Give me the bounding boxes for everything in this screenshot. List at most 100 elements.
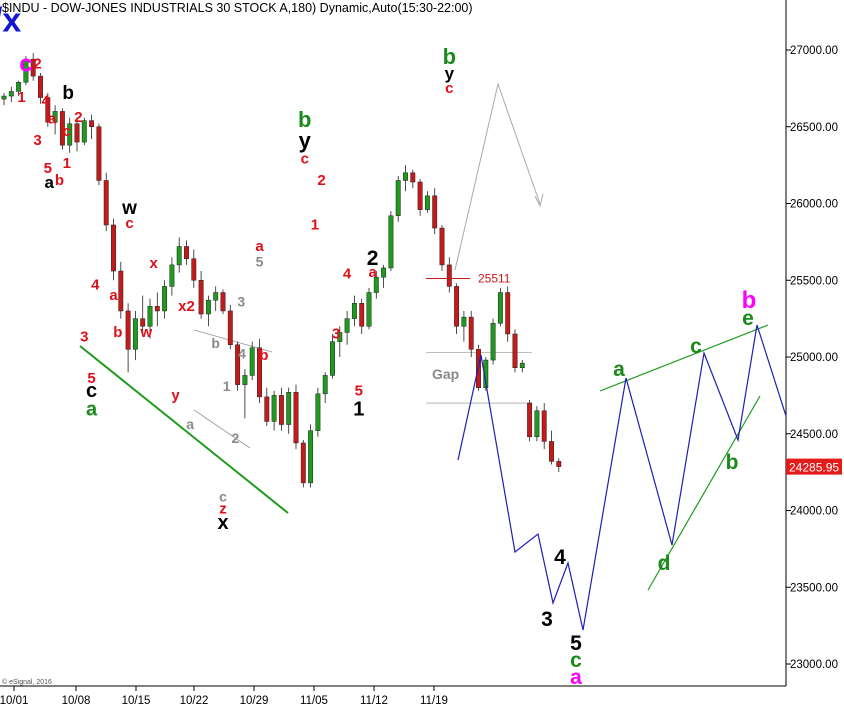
y-tick-label: 25000.00	[790, 352, 838, 364]
wave-label: 4	[41, 92, 50, 109]
projection-wave-label: c	[690, 335, 702, 358]
candle	[242, 369, 248, 419]
candle	[417, 178, 423, 216]
candle	[271, 390, 277, 431]
wave-label: c	[86, 380, 97, 402]
candle	[293, 384, 299, 450]
candle	[512, 329, 518, 373]
candle	[30, 53, 36, 81]
candle	[439, 224, 445, 272]
wave-label: 3	[33, 132, 41, 149]
candle	[96, 123, 102, 186]
candle	[184, 240, 189, 265]
candle	[205, 295, 211, 327]
candle	[147, 298, 153, 339]
x-tick-label: 11/12	[360, 695, 388, 707]
wave-label: a	[86, 398, 98, 420]
x-tick-label: 11/19	[420, 695, 448, 707]
candle	[249, 341, 255, 381]
candle	[505, 286, 511, 342]
candle	[52, 105, 58, 135]
candle	[81, 117, 87, 146]
projection-wave-label: c	[570, 649, 582, 672]
last-price-label: 24285.95	[789, 461, 839, 475]
wave-label: 1	[311, 217, 319, 234]
wave-label: a	[255, 238, 264, 255]
candle	[403, 165, 408, 192]
alt-projection-path	[454, 82, 541, 271]
wave-label: 4	[238, 346, 246, 362]
candle	[23, 56, 29, 86]
projection-wave-label: d	[658, 552, 671, 575]
projection-wave-label: b	[742, 287, 757, 314]
candle	[118, 261, 124, 319]
x-tick-label: 10/15	[122, 695, 151, 707]
candle	[132, 310, 138, 361]
candle	[286, 387, 292, 434]
wave-label: 2	[317, 172, 325, 189]
triangle-upper-line	[599, 324, 769, 392]
wave-label: c	[63, 123, 71, 140]
candle	[330, 333, 335, 379]
projection-wave-label: a	[570, 666, 582, 689]
wave-label: 2	[232, 430, 240, 446]
wave-label: a	[45, 173, 55, 192]
candle	[381, 264, 387, 288]
alt-projection-arrowhead	[534, 193, 544, 208]
projection-wave-label: e	[742, 307, 754, 330]
candle	[519, 360, 525, 373]
candle	[45, 92, 51, 127]
x-tick-label: 11/05	[300, 695, 328, 707]
candle	[373, 271, 379, 299]
wave-label: b	[298, 107, 311, 132]
level-label-25511: 25511	[478, 272, 511, 286]
projection-wave-label: 3	[541, 608, 553, 631]
candle	[315, 387, 321, 437]
candle	[344, 310, 350, 345]
candle	[461, 310, 467, 342]
wave-label: 5	[87, 370, 95, 387]
wave-label: 2	[74, 109, 82, 126]
projection-wave-label: 5	[570, 632, 582, 655]
candle	[257, 338, 262, 404]
candle	[125, 303, 131, 373]
wave-label: 2	[33, 55, 41, 72]
wedge-lower-line	[193, 409, 251, 449]
candle	[176, 237, 182, 273]
candle	[220, 289, 226, 315]
wave-label: 5	[256, 253, 264, 269]
candle	[322, 372, 328, 404]
candle	[235, 341, 241, 391]
candle	[264, 387, 270, 427]
x-tick-label: 10/08	[62, 695, 91, 707]
x-tick-label: 10/01	[0, 695, 28, 707]
wave-label: w	[121, 198, 137, 219]
candle	[359, 298, 365, 334]
wave-label: a	[186, 416, 194, 432]
candle	[67, 117, 73, 153]
candle	[490, 318, 496, 365]
wave-label: b/x	[0, 2, 21, 40]
wave-label: 4	[91, 276, 100, 293]
candle	[366, 287, 372, 330]
wave-label: 1	[63, 155, 71, 172]
candle	[497, 287, 503, 327]
candle	[213, 286, 219, 311]
candle	[527, 399, 533, 442]
lower-trendline	[79, 345, 289, 514]
wave-label: x2	[178, 298, 195, 315]
wave-label: 1	[17, 89, 25, 106]
candle	[1, 92, 7, 106]
wave-label: b	[211, 335, 220, 351]
projection-wave-label: b	[726, 451, 739, 474]
candle	[549, 430, 554, 465]
chart-title: $INDU - DOW-JONES INDUSTRIALS 30 STOCK A…	[2, 1, 473, 15]
wave-label: 2	[367, 247, 379, 270]
x-tick-label: 10/29	[240, 695, 269, 707]
y-tick-label: 24000.00	[790, 506, 838, 518]
wave-label: c	[445, 80, 453, 97]
y-tick-label: 27000.00	[790, 45, 838, 57]
wave-label: b	[55, 172, 64, 189]
wave-label: 5	[44, 160, 52, 177]
